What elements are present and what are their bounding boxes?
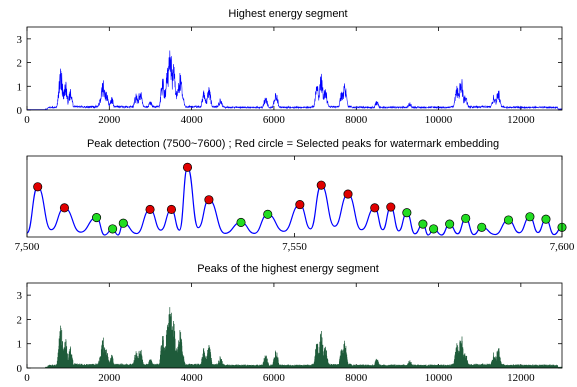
panel3-frame — [26, 282, 563, 369]
peak-marker — [461, 213, 471, 223]
x-tick-label: 8000 — [345, 372, 368, 384]
selected-peak-marker — [182, 162, 193, 172]
peak-marker — [445, 219, 455, 229]
selected-peak-marker — [295, 200, 305, 210]
x-tick-label: 2000 — [98, 114, 121, 126]
y-tick-label: 1 — [17, 339, 23, 351]
y-tick-label: 0 — [17, 105, 23, 117]
selected-peak-marker — [166, 204, 176, 215]
y-tick-label: 1 — [17, 81, 23, 93]
panel2-plot: 7,500 7,550 7,600 — [15, 156, 575, 253]
x-tick-label: 6000 — [263, 114, 286, 126]
x-tick-label: 10000 — [425, 114, 453, 126]
selected-peak-marker — [33, 182, 43, 192]
peaks-series — [26, 307, 563, 368]
y-tick-label: 0 — [17, 363, 23, 375]
peak-marker — [541, 214, 551, 224]
peak-marker — [236, 217, 246, 227]
x-tick-label: 7,600 — [550, 241, 575, 253]
selected-peak-marker — [316, 180, 326, 190]
x-tick-label: 10000 — [425, 372, 453, 384]
peak-marker — [477, 222, 487, 232]
x-tick-label: 12000 — [507, 372, 535, 384]
y-tick-label: 3 — [17, 34, 23, 46]
selected-peak-marker — [386, 202, 396, 212]
x-tick-label: 0 — [24, 114, 30, 126]
x-tick-label: 0 — [24, 372, 30, 384]
selected-peak-marker — [59, 203, 69, 213]
peak-marker — [108, 224, 118, 234]
y-tick-label: 3 — [17, 290, 23, 302]
selected-peak-marker — [370, 203, 380, 213]
signal-series — [27, 50, 563, 110]
panel3-title: Peaks of the highest energy segment — [197, 263, 379, 275]
peak-marker — [92, 213, 102, 223]
x-tick-label: 6000 — [263, 372, 286, 384]
selected-peak-marker — [204, 195, 214, 205]
panel1-title: Highest energy segment — [228, 8, 347, 20]
x-tick-label: 4000 — [181, 114, 204, 126]
x-tick-label: 7,500 — [15, 241, 40, 253]
panel2-title: Peak detection (7500~7600) ; Red circle … — [87, 138, 499, 150]
panel2-frame — [26, 155, 563, 238]
peak-marker — [429, 224, 439, 234]
y-tick-label: 2 — [17, 58, 23, 70]
x-tick-label: 7,550 — [282, 241, 307, 253]
selected-peak-marker — [145, 204, 155, 215]
peak-marker — [503, 215, 514, 225]
peak-marker — [263, 209, 273, 219]
selected-peak-marker — [343, 189, 353, 199]
x-tick-label: 12000 — [507, 114, 535, 126]
peak-marker — [402, 208, 412, 218]
x-tick-label: 2000 — [98, 372, 121, 384]
panel1-plot: 0 2000 4000 6000 8000 10000 12000 0 1 2 3 — [17, 27, 563, 126]
panel3-plot: 0 2000 4000 6000 8000 10000 12000 0 1 2 3 — [17, 283, 563, 384]
x-tick-label: 4000 — [181, 372, 204, 384]
y-tick-label: 2 — [17, 314, 23, 326]
peak-detection-line — [26, 166, 563, 236]
panel1-frame — [26, 26, 563, 111]
peak-marker — [418, 219, 428, 229]
peak-marker — [118, 218, 128, 228]
x-tick-label: 8000 — [345, 114, 368, 126]
peak-marker — [525, 212, 535, 222]
